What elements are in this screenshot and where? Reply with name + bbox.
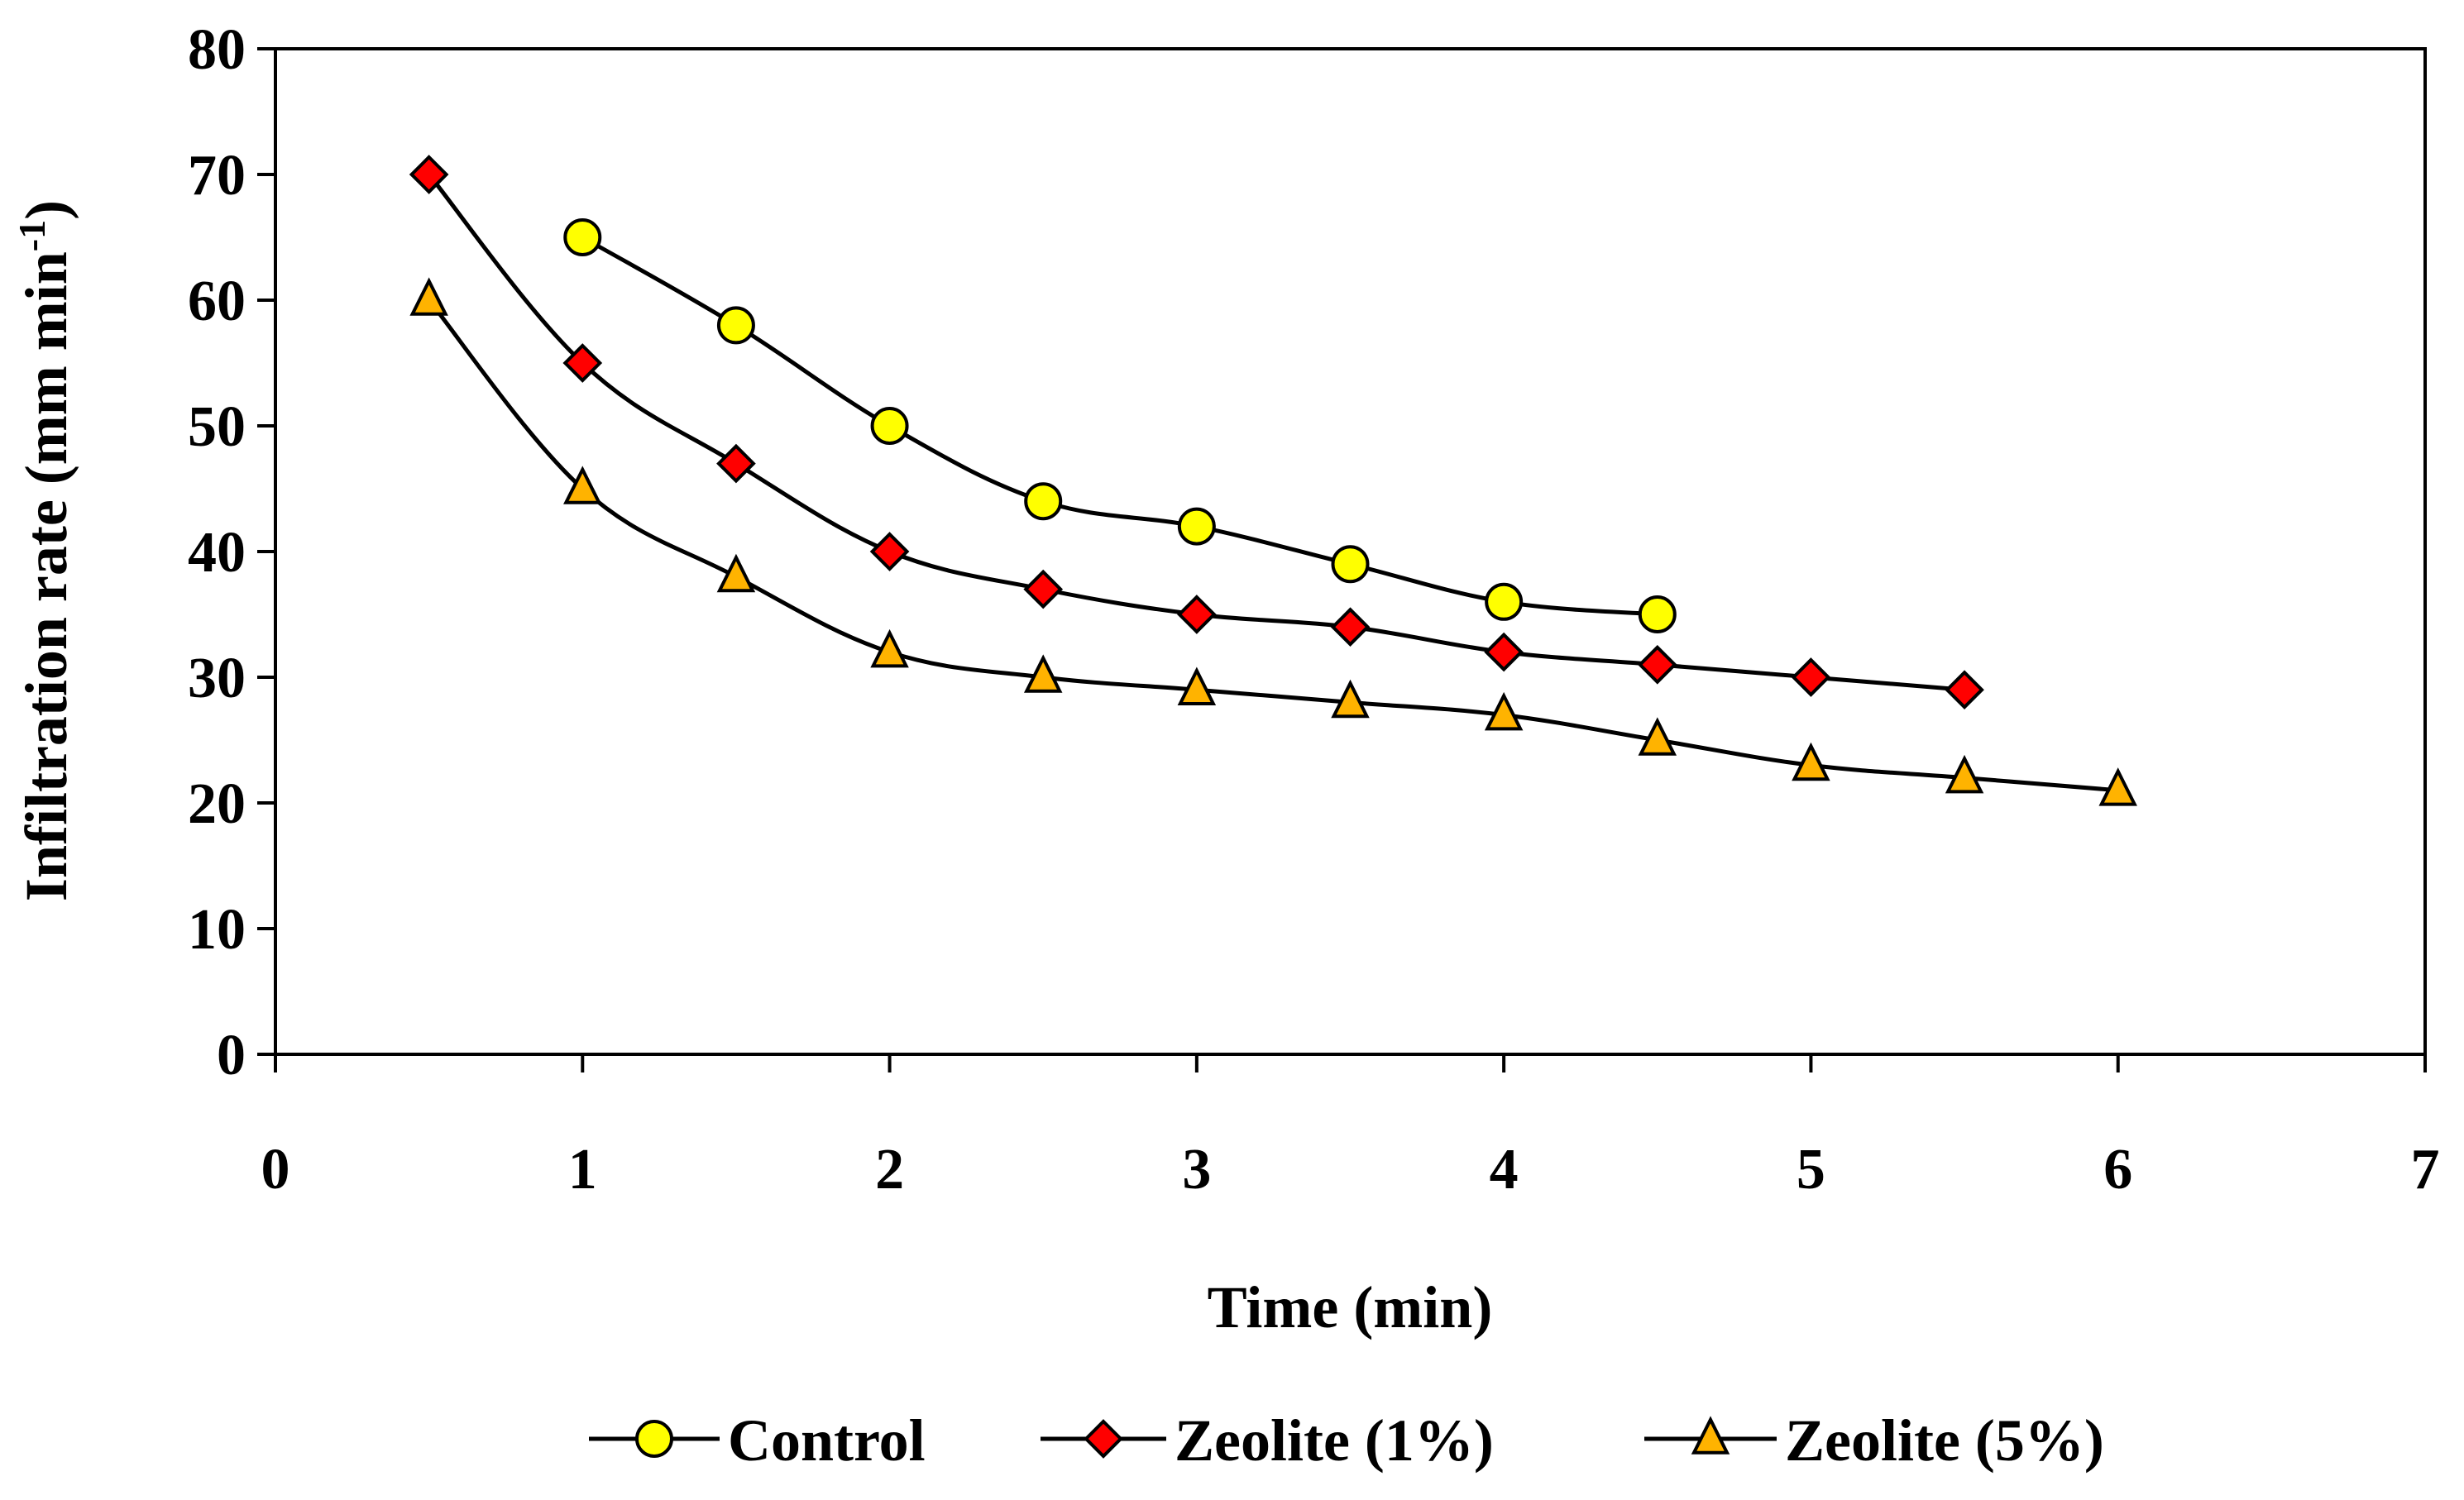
x-tick-label-2: 2 xyxy=(875,1138,904,1201)
data-point-zeolite-5-3 xyxy=(1177,666,1217,705)
axes: 0 10 20 30 40 50 60 70 80 0 1 2 3 4 5 6 7 xyxy=(188,18,2440,1201)
y-axis-title-close: ) xyxy=(13,200,79,220)
x-tick-label-1: 1 xyxy=(568,1138,597,1201)
y-axis-title-sup: -1 xyxy=(11,220,53,251)
y-tick-label-30: 30 xyxy=(188,647,246,710)
data-point-zeolite-5-2.5 xyxy=(1023,654,1063,693)
y-axis-title-main: Infiltration rate (mm min xyxy=(13,251,79,901)
series-line-control xyxy=(581,235,1658,617)
x-tick-label-6: 6 xyxy=(2103,1138,2132,1201)
data-point-control-2 xyxy=(870,407,909,445)
x-tick-label-7: 7 xyxy=(2411,1138,2440,1201)
series-layer xyxy=(409,155,2137,806)
legend-item-zeolite-1: Zeolite (1%) xyxy=(1041,1407,1494,1474)
data-point-zeolite-5-1.5 xyxy=(716,553,756,593)
y-tick-label-60: 60 xyxy=(188,270,246,333)
data-point-zeolite-1-4.5 xyxy=(1637,644,1677,685)
x-tick-label-5: 5 xyxy=(1797,1138,1825,1201)
data-point-zeolite-1-3.5 xyxy=(1330,607,1371,647)
y-tick-label-80: 80 xyxy=(188,18,246,82)
data-point-control-3 xyxy=(1177,507,1216,546)
x-axis-title: Time (min) xyxy=(1208,1274,1493,1340)
data-point-zeolite-1-4 xyxy=(1484,632,1524,672)
data-point-zeolite-1-2 xyxy=(869,532,910,571)
data-point-zeolite-5-4 xyxy=(1484,691,1524,731)
data-point-control-1.5 xyxy=(716,306,755,345)
data-point-zeolite-1-1 xyxy=(562,343,603,383)
data-point-zeolite-1-5 xyxy=(1791,657,1831,697)
legend-item-control: Control xyxy=(589,1407,926,1474)
y-tick-label-0: 0 xyxy=(217,1024,246,1087)
y-tick-label-50: 50 xyxy=(188,395,246,459)
data-point-zeolite-5-5 xyxy=(1792,742,1830,781)
series-zeolite-1 xyxy=(409,155,1984,710)
data-point-control-1 xyxy=(563,218,602,256)
y-tick-label-10: 10 xyxy=(188,898,246,962)
y-tick-label-40: 40 xyxy=(188,521,246,585)
x-tick-label-4: 4 xyxy=(1490,1138,1519,1201)
legend-marker-zeolite-1 xyxy=(1084,1419,1123,1459)
legend-marker-zeolite-5 xyxy=(1691,1416,1730,1455)
y-tick-label-20: 20 xyxy=(188,772,246,836)
axis-labels: Time (min) Infiltration rate (mm min-1) xyxy=(11,200,1492,1340)
data-point-control-2.5 xyxy=(1024,482,1063,521)
data-point-zeolite-5-2 xyxy=(870,628,909,668)
y-tick-label-70: 70 xyxy=(188,144,246,208)
legend-label-control: Control xyxy=(728,1407,926,1474)
series-zeolite-5 xyxy=(409,277,2137,806)
legend-label-zeolite-1: Zeolite (1%) xyxy=(1175,1407,1494,1474)
x-tick-label-3: 3 xyxy=(1182,1138,1211,1201)
data-point-zeolite-5-3.5 xyxy=(1331,679,1370,719)
y-axis-title: Infiltration rate (mm min-1) xyxy=(11,200,79,901)
legend-label-zeolite-5: Zeolite (5%) xyxy=(1785,1407,2104,1474)
data-point-zeolite-1-3 xyxy=(1177,595,1217,634)
x-tick-label-0: 0 xyxy=(261,1138,290,1201)
data-point-control-3.5 xyxy=(1331,545,1370,584)
series-control xyxy=(563,218,1677,633)
data-point-zeolite-5-1 xyxy=(563,466,602,504)
legend-marker-control xyxy=(635,1420,673,1458)
data-point-control-4.5 xyxy=(1638,595,1677,633)
series-line-zeolite-1 xyxy=(427,173,1965,692)
data-point-zeolite-1-2.5 xyxy=(1023,569,1064,609)
data-point-zeolite-5-5.5 xyxy=(1945,754,1984,794)
data-point-zeolite-5-0.5 xyxy=(409,277,448,316)
data-point-zeolite-5-4.5 xyxy=(1638,717,1677,756)
data-point-zeolite-1-1.5 xyxy=(716,443,756,484)
data-point-control-4 xyxy=(1485,582,1524,621)
legend: Control Zeolite (1%) Zeolite (5%) xyxy=(589,1407,2104,1474)
data-point-zeolite-5-6 xyxy=(2098,767,2137,806)
data-point-zeolite-1-0.5 xyxy=(409,155,449,194)
data-point-zeolite-1-5.5 xyxy=(1945,670,1984,710)
legend-item-zeolite-5: Zeolite (5%) xyxy=(1644,1407,2104,1474)
